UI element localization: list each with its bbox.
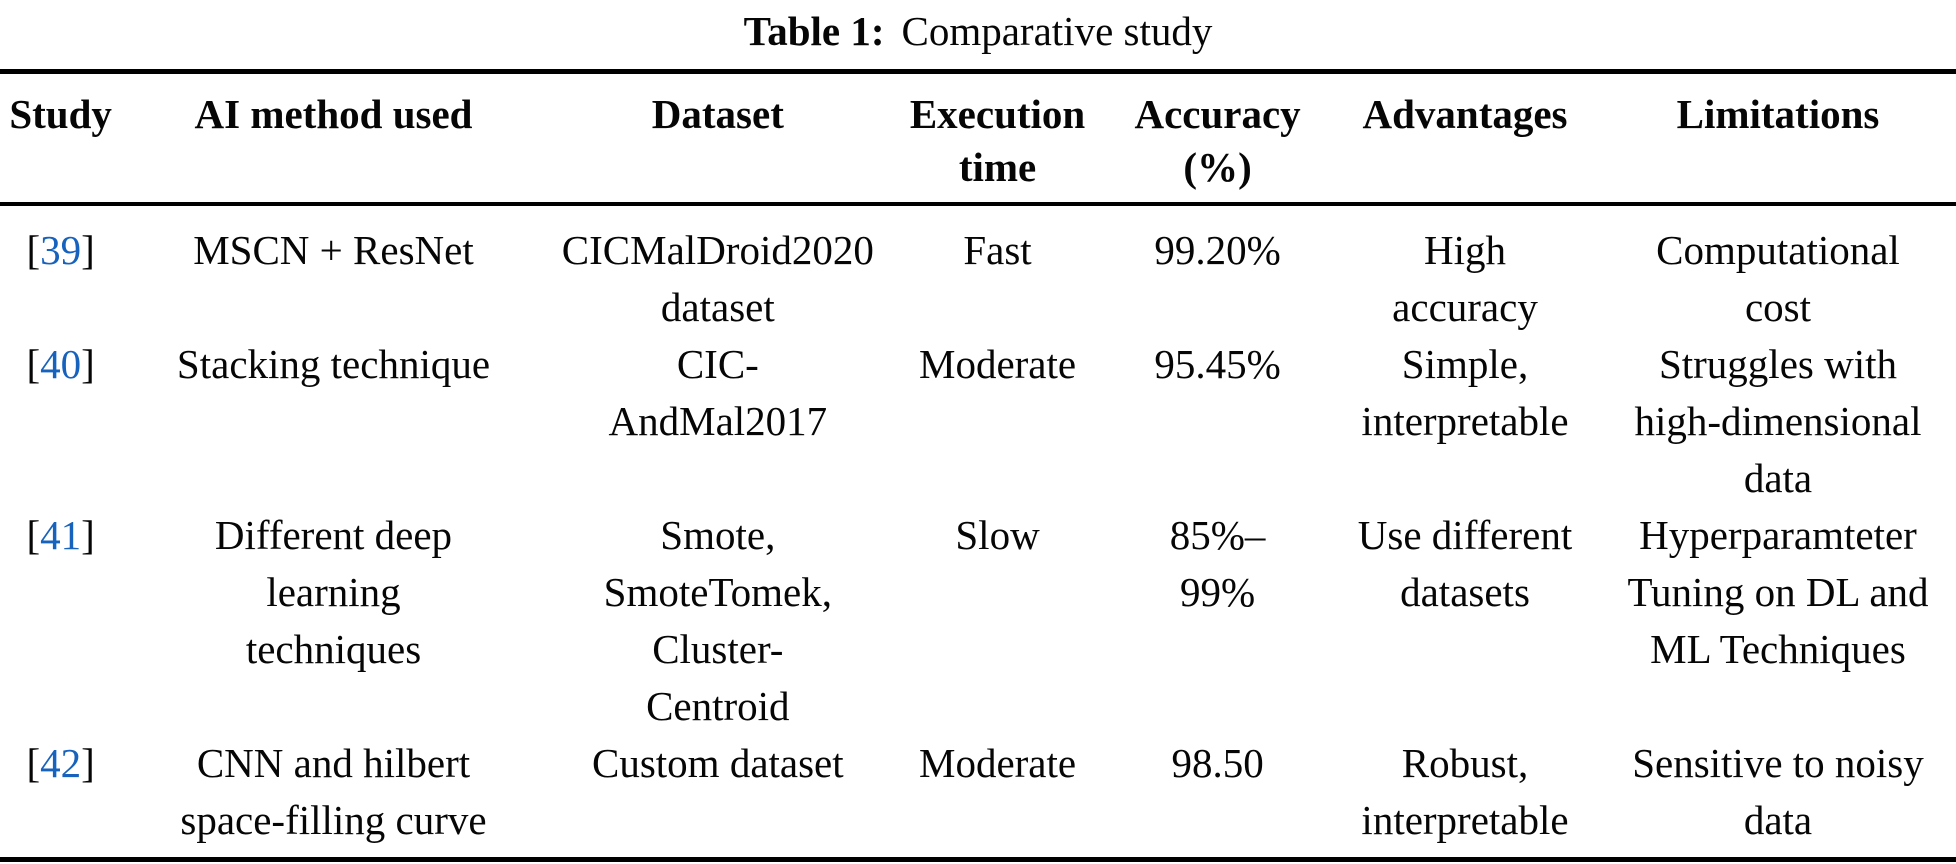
limitations-cell: Struggles with high-dimensional data [1634, 341, 1922, 501]
table-row: [41] Different deep learning techniques … [0, 507, 1956, 735]
dataset-cell: CIC- AndMal2017 [608, 341, 828, 444]
execution-time-cell: Fast [963, 227, 1032, 273]
limitations-cell: Hyperparamteter Tuning on DL and ML Tech… [1627, 512, 1929, 672]
execution-time-cell: Moderate [918, 740, 1077, 786]
accuracy-cell: 95.45% [1154, 341, 1281, 387]
accuracy-cell: 85%– 99% [1169, 512, 1266, 615]
header-study: Study [0, 71, 122, 206]
study-cell: [40] [0, 336, 121, 507]
method-cell: Different deep learning techniques [214, 512, 453, 672]
header-limitations: Limitations [1599, 71, 1956, 206]
advantages-cell: High accuracy [1392, 227, 1538, 330]
header-ai-method: AI method used [121, 71, 546, 206]
citation-number: 39 [40, 227, 82, 273]
citation-open-bracket: [ [26, 341, 41, 387]
advantages-cell: Robust, interpretable [1361, 740, 1569, 843]
study-cell: [39] [0, 204, 121, 336]
method-cell: CNN and hilbert space-filling curve [180, 740, 487, 843]
dataset-cell: CICMalDroid2020 dataset [561, 227, 874, 330]
accuracy-cell: 98.50 [1171, 740, 1264, 786]
limitations-cell: Computational cost [1656, 227, 1900, 330]
header-row: Study AI method used Dataset Execution t… [0, 71, 1956, 206]
table-caption: Table 1: Comparative study [0, 0, 1956, 69]
citation-open-bracket: [ [26, 740, 41, 786]
dataset-cell: Custom dataset [591, 740, 844, 786]
citation-close-bracket: ] [81, 740, 95, 786]
citation-link[interactable]: [40] [26, 341, 94, 387]
citation-close-bracket: ] [81, 227, 95, 273]
study-cell: [41] [0, 507, 121, 735]
citation-link[interactable]: [42] [26, 740, 94, 786]
citation-link[interactable]: [39] [26, 227, 94, 273]
dataset-cell: Smote, SmoteTomek, Cluster- Centroid [603, 512, 832, 729]
citation-link[interactable]: [41] [26, 512, 94, 558]
accuracy-cell: 99.20% [1154, 227, 1281, 273]
comparative-study-table: Study AI method used Dataset Execution t… [0, 69, 1956, 862]
execution-time-cell: Moderate [918, 341, 1077, 387]
header-dataset: Dataset [545, 71, 890, 206]
table-row: [42] CNN and hilbert space-filling curve… [0, 735, 1956, 860]
method-cell: Stacking technique [176, 341, 491, 387]
citation-number: 42 [40, 740, 82, 786]
caption-label: Table 1: [743, 8, 885, 54]
table-row: [39] MSCN + ResNet CICMalDroid2020 datas… [0, 204, 1956, 336]
header-advantages: Advantages [1330, 71, 1600, 206]
advantages-cell: Simple, interpretable [1361, 341, 1569, 444]
method-cell: MSCN + ResNet [193, 227, 474, 273]
advantages-cell: Use different datasets [1357, 512, 1573, 615]
citation-close-bracket: ] [81, 341, 95, 387]
caption-text: Comparative study [901, 8, 1213, 54]
citation-open-bracket: [ [26, 227, 41, 273]
study-cell: [42] [0, 735, 121, 860]
header-execution-time: Execution time [889, 71, 1106, 206]
citation-open-bracket: [ [26, 512, 41, 558]
execution-time-cell: Slow [955, 512, 1040, 558]
citation-close-bracket: ] [81, 512, 95, 558]
header-accuracy: Accuracy (%) [1105, 71, 1331, 206]
citation-number: 40 [40, 341, 82, 387]
limitations-cell: Sensitive to noisy data [1632, 740, 1924, 843]
citation-number: 41 [40, 512, 82, 558]
table-row: [40] Stacking technique CIC- AndMal2017 … [0, 336, 1956, 507]
